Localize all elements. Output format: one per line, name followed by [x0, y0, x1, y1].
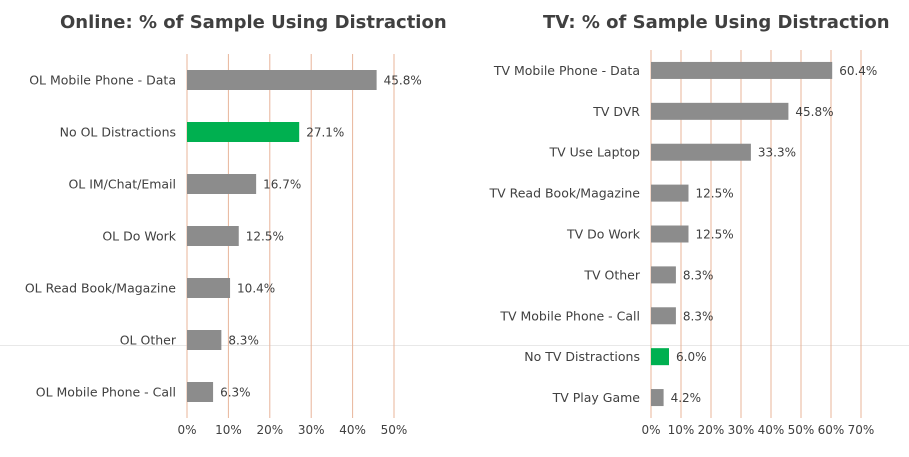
- tv-category-label: TV Other: [583, 267, 641, 282]
- tv-tick-label: 10%: [668, 423, 695, 437]
- tv-tick-label: 20%: [698, 423, 725, 437]
- online-tick-label: 10%: [215, 423, 242, 437]
- online-bar: [187, 70, 377, 90]
- online-category-label: OL Do Work: [102, 229, 176, 244]
- tv-value-label: 45.8%: [795, 105, 833, 119]
- tv-bar: [651, 184, 689, 202]
- online-value-label: 27.1%: [306, 126, 344, 140]
- online-value-label: 6.3%: [220, 386, 251, 400]
- tv-tick-label: 30%: [728, 423, 755, 437]
- online-value-label: 12.5%: [246, 230, 284, 244]
- tv-bar: [651, 61, 833, 79]
- online-bar: [187, 278, 231, 298]
- online-bar: [187, 330, 222, 350]
- tv-value-label: 4.2%: [671, 391, 702, 405]
- tv-value-label: 12.5%: [696, 228, 734, 242]
- tv-bar: [651, 102, 789, 120]
- tv-bar: [651, 389, 664, 407]
- online-value-label: 8.3%: [228, 334, 259, 348]
- online-category-label: OL Mobile Phone - Call: [36, 385, 176, 400]
- online-value-label: 45.8%: [384, 74, 422, 88]
- online-category-label: OL Mobile Phone - Data: [29, 73, 176, 88]
- tv-category-label: TV DVR: [592, 104, 640, 119]
- online-bar: [187, 174, 257, 194]
- tv-chart-svg: 0% 10% 20% 30% 40% 50% 60% 70% TV Mobile Phone -…: [488, 50, 877, 437]
- online-bar: [187, 122, 300, 142]
- tv-category-label: TV Mobile Phone - Data: [493, 63, 640, 78]
- online-tick-label: 30%: [298, 423, 325, 437]
- tv-category-label: TV Play Game: [552, 390, 641, 405]
- online-value-label: 16.7%: [263, 178, 301, 192]
- tv-category-label: TV Read Book/Magazine: [488, 186, 640, 201]
- online-bar: [187, 382, 214, 402]
- online-category-label: No OL Distractions: [60, 125, 176, 140]
- tv-value-label: 60.4%: [839, 64, 877, 78]
- tv-bar: [651, 266, 676, 284]
- tv-bar: [651, 307, 676, 325]
- online-category-label: OL Read Book/Magazine: [25, 281, 176, 296]
- tv-value-label: 6.0%: [676, 350, 707, 364]
- background-divider: [0, 345, 909, 346]
- online-chart-svg: 0% 10% 20% 30% 40% 50% OL Mobile Phone - Data 4…: [25, 54, 422, 437]
- tv-chart-panel: TV: % of Sample Using Distraction 0% 10% 2…: [455, 0, 909, 457]
- tv-tick-label: 40%: [758, 423, 785, 437]
- online-tick-label: 0%: [177, 423, 196, 437]
- tv-tick-label: 0%: [641, 423, 660, 437]
- tv-tick-label: 60%: [818, 423, 845, 437]
- online-chart-panel: Online: % of Sample Using Distraction 0%…: [25, 12, 447, 437]
- tv-bar: [651, 143, 751, 161]
- online-tick-label: 50%: [381, 423, 408, 437]
- tv-bar: [651, 348, 669, 366]
- tv-value-label: 33.3%: [758, 146, 796, 160]
- online-tick-label: 40%: [339, 423, 366, 437]
- tv-category-label: TV Mobile Phone - Call: [499, 308, 640, 323]
- online-category-label: OL Other: [120, 333, 177, 348]
- tv-value-label: 8.3%: [683, 268, 714, 282]
- tv-value-label: 12.5%: [696, 187, 734, 201]
- tv-tick-label: 50%: [788, 423, 815, 437]
- online-value-label: 10.4%: [237, 282, 275, 296]
- tv-value-label: 8.3%: [683, 309, 714, 323]
- tv-category-label: No TV Distractions: [524, 349, 640, 364]
- online-chart-title: Online: % of Sample Using Distraction: [60, 12, 447, 33]
- tv-category-label: TV Use Laptop: [548, 145, 640, 160]
- online-bar: [187, 226, 239, 246]
- tv-category-label: TV Do Work: [566, 227, 641, 242]
- tv-chart-title: TV: % of Sample Using Distraction: [543, 12, 890, 33]
- tv-tick-label: 70%: [848, 423, 875, 437]
- tv-bar: [651, 225, 689, 243]
- online-tick-label: 20%: [256, 423, 283, 437]
- online-category-label: OL IM/Chat/Email: [68, 177, 176, 192]
